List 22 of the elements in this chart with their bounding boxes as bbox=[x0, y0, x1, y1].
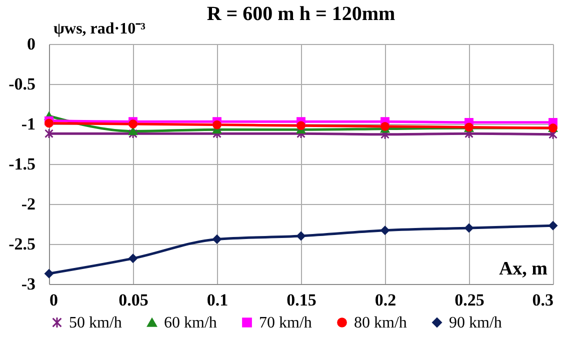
legend-label: 90 km/h bbox=[449, 314, 502, 332]
x-axis-title: Ax, m bbox=[498, 258, 548, 280]
y-tick-label: 0 bbox=[27, 34, 36, 54]
x-tick-label: 0.25 bbox=[454, 290, 484, 310]
x-tick-label: 0.05 bbox=[118, 290, 148, 310]
y-tick-label: -2.5 bbox=[8, 234, 36, 254]
x-tick-label: 0.15 bbox=[286, 290, 316, 310]
x-tick-label: 0.2 bbox=[374, 290, 396, 310]
y-tick-label: -2 bbox=[21, 194, 36, 214]
chart-title: R = 600 m h = 120mm bbox=[206, 3, 396, 25]
legend-label: 80 km/h bbox=[354, 314, 407, 332]
y-tick-label: -1.5 bbox=[8, 154, 36, 174]
x-tick-label: 0.1 bbox=[206, 290, 228, 310]
y-tick-label: -3 bbox=[21, 274, 36, 294]
legend-label: 70 km/h bbox=[259, 314, 312, 332]
x-tick-label: 0 bbox=[50, 290, 58, 310]
y-tick-label: -1 bbox=[21, 114, 36, 134]
y-tick-label: -0.5 bbox=[8, 74, 36, 94]
legend-label: 60 km/h bbox=[164, 314, 217, 332]
x-tick-label: 0.3 bbox=[532, 290, 554, 310]
y-axis-title: ψws, rad·10⁻³ bbox=[54, 20, 146, 38]
legend-label: 50 km/h bbox=[69, 314, 122, 332]
